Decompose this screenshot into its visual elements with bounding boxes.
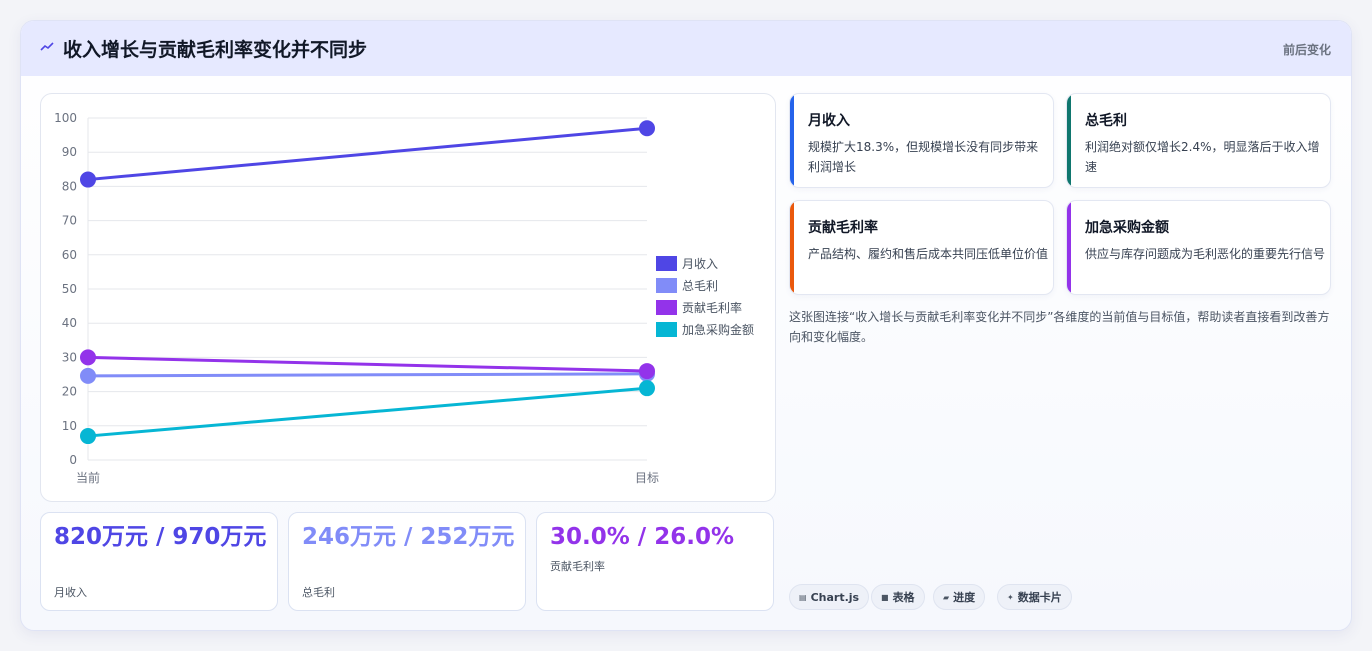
insight-card-revenue: 月收入 规模扩大18.3%，但规模增长没有同步带来利润增长 — [789, 93, 1054, 188]
kpi-value: 30.0% / 26.0% — [550, 524, 734, 550]
legend-label: 贡献毛利率 — [682, 300, 742, 315]
kpi-value: 820万元 / 970万元 — [54, 524, 267, 550]
y-tick-label: 0 — [69, 453, 77, 467]
data-point — [639, 363, 655, 380]
insight-card-gross-profit: 总毛利 利润绝对额仅增长2.4%，明显落后于收入增速 — [1066, 93, 1331, 188]
series-line — [87, 126, 648, 182]
insight-desc: 利润绝对额仅增长2.4%，明显落后于收入增速 — [1085, 140, 1320, 174]
card-header: 收入增长与贡献毛利率变化并不同步 前后变化 — [21, 21, 1351, 76]
legend-label: 总毛利 — [682, 279, 718, 293]
line-chart-panel: 0 10 20 30 40 50 60 70 80 90 100 当前 目标 月收入总毛利贡献毛利率加急采… — [40, 93, 776, 502]
kpi-card-revenue: 820万元 / 970万元 月收入 — [40, 512, 278, 611]
chip-label: 进度 — [953, 591, 976, 604]
data-point — [639, 380, 655, 397]
table-icon: ■ — [881, 592, 889, 602]
x-tick-label: 目标 — [635, 471, 659, 485]
dashboard-card: 收入增长与贡献毛利率变化并不同步 前后变化 0 10 20 30 40 50 60 70 80 9… — [20, 20, 1352, 631]
chip-table[interactable]: ■ 表格 — [871, 584, 925, 610]
chip-label: 表格 — [892, 591, 915, 604]
progress-icon: ▰ — [943, 592, 950, 602]
data-point — [80, 349, 96, 366]
insight-card-expedited: 加急采购金额 供应与库存问题成为毛利恶化的重要先行信号 — [1066, 200, 1331, 295]
insight-desc: 产品结构、履约和售后成本共同压低单位价值 — [808, 247, 1049, 261]
chip-data-cards[interactable]: ✦ 数据卡片 — [997, 584, 1072, 610]
legend-swatch — [656, 322, 677, 337]
accent-bar — [790, 94, 794, 187]
legend-swatch — [656, 278, 677, 293]
header-tag: 前后变化 — [1282, 43, 1331, 57]
insight-title: 总毛利 — [1085, 113, 1127, 129]
y-tick-label: 60 — [62, 248, 77, 262]
y-tick-label: 40 — [62, 316, 77, 330]
line-chart: 0 10 20 30 40 50 60 70 80 90 100 当前 目标 月收入总毛利贡献毛利率加急采… — [54, 111, 754, 485]
chart-icon: ▤ — [799, 592, 807, 602]
insight-title: 贡献毛利率 — [808, 220, 878, 236]
chip-label: 数据卡片 — [1017, 591, 1062, 604]
data-point — [80, 171, 96, 188]
chip-label: Chart.js — [810, 590, 860, 604]
kpi-label: 总毛利 — [302, 586, 335, 599]
y-tick-label: 30 — [62, 350, 77, 364]
insight-title: 月收入 — [808, 113, 850, 129]
y-tick-label: 90 — [62, 145, 77, 159]
legend-swatch — [656, 256, 677, 271]
trend-line-icon — [40, 42, 54, 51]
y-tick-label: 10 — [62, 419, 77, 433]
insight-desc: 供应与库存问题成为毛利恶化的重要先行信号 — [1085, 247, 1326, 261]
kpi-value: 246万元 / 252万元 — [302, 524, 515, 550]
accent-bar — [790, 201, 794, 294]
insight-card-margin: 贡献毛利率 产品结构、履约和售后成本共同压低单位价值 — [789, 200, 1054, 295]
y-tick-label: 50 — [62, 282, 77, 296]
chart-description: 这张图连接“收入增长与贡献毛利率变化并不同步”各维度的当前值与目标值，帮助读者直… — [789, 310, 1330, 344]
kpi-label: 月收入 — [54, 586, 87, 599]
y-tick-label: 20 — [62, 385, 77, 399]
sparkle-icon: ✦ — [1007, 592, 1014, 602]
y-tick-label: 100 — [54, 111, 77, 125]
y-tick-label: 70 — [62, 214, 77, 228]
data-point — [80, 367, 96, 384]
kpi-label: 贡献毛利率 — [550, 560, 605, 573]
kpi-card-margin: 30.0% / 26.0% 贡献毛利率 — [536, 512, 774, 611]
insight-desc: 规模扩大18.3%，但规模增长没有同步带来利润增长 — [808, 140, 1039, 174]
series-line — [87, 355, 648, 373]
legend-swatch — [656, 300, 677, 315]
data-point — [80, 428, 96, 445]
accent-bar — [1067, 94, 1071, 187]
insight-title: 加急采购金额 — [1085, 220, 1169, 236]
accent-bar — [1067, 201, 1071, 294]
y-tick-label: 80 — [62, 179, 77, 193]
kpi-card-gross-profit: 246万元 / 252万元 总毛利 — [288, 512, 526, 611]
legend-label: 月收入 — [682, 257, 718, 271]
legend-label: 加急采购金额 — [682, 322, 754, 337]
chip-chartjs[interactable]: ▤ Chart.js — [789, 584, 870, 610]
chip-progress[interactable]: ▰ 进度 — [933, 584, 986, 610]
x-tick-label: 当前 — [76, 470, 100, 485]
data-point — [639, 120, 655, 137]
series-line — [87, 372, 648, 378]
series-line — [87, 386, 648, 438]
page-title: 收入增长与贡献毛利率变化并不同步 — [63, 39, 368, 61]
